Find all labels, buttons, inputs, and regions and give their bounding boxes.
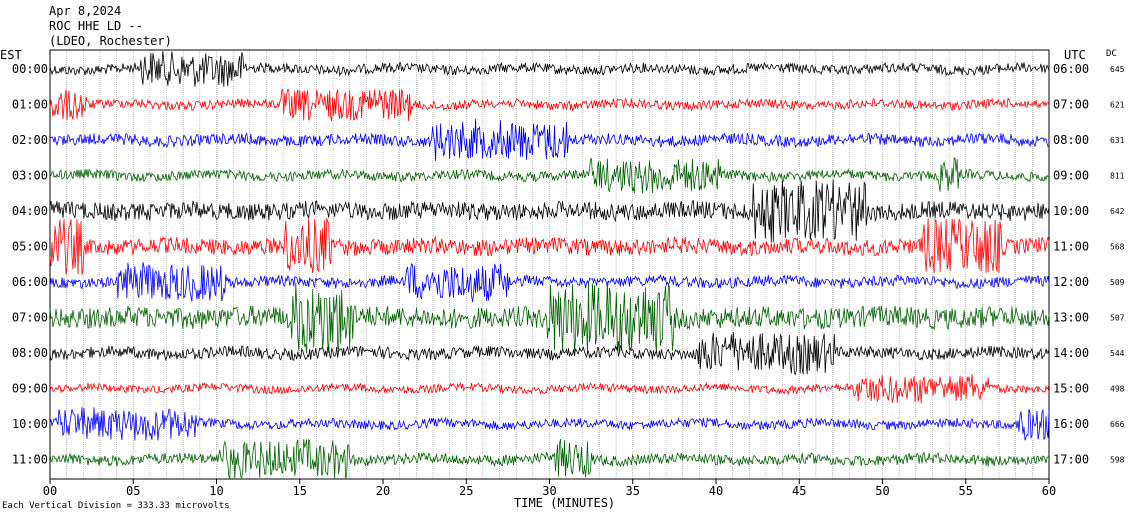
x-tick-label: 05 xyxy=(126,484,140,498)
est-row-label: 11:00 xyxy=(12,453,48,467)
x-tick-label: 30 xyxy=(542,484,556,498)
est-row-label: 06:00 xyxy=(12,275,48,289)
x-tick-label: 40 xyxy=(709,484,723,498)
utc-row-label: 07:00 xyxy=(1053,98,1089,112)
seismic-trace xyxy=(49,374,1050,404)
utc-row-label: 11:00 xyxy=(1053,240,1089,254)
est-row-label: 02:00 xyxy=(12,133,48,147)
dc-value: 598 xyxy=(1110,456,1125,465)
seismic-trace xyxy=(49,217,1050,275)
utc-row-label: 14:00 xyxy=(1053,346,1089,360)
utc-row-label: 17:00 xyxy=(1053,453,1089,467)
x-tick-label: 20 xyxy=(376,484,390,498)
dc-value: 631 xyxy=(1110,136,1125,145)
est-row-label: 05:00 xyxy=(12,240,48,254)
dc-value: 621 xyxy=(1110,101,1125,110)
dc-value: 568 xyxy=(1110,243,1125,252)
footer-scale-note: Each Vertical Division = 333.33 microvol… xyxy=(2,501,230,511)
x-tick-label: 10 xyxy=(209,484,223,498)
seismic-trace xyxy=(49,281,1050,355)
dc-value: 544 xyxy=(1110,349,1125,358)
date-label: Apr 8,2024 xyxy=(49,4,122,18)
seismic-trace xyxy=(49,179,1050,243)
est-row-label: 10:00 xyxy=(12,417,48,431)
x-tick-label: 00 xyxy=(43,484,57,498)
utc-row-label: 06:00 xyxy=(1053,62,1089,76)
utc-row-label: 08:00 xyxy=(1053,133,1089,147)
utc-row-label: 12:00 xyxy=(1053,275,1089,289)
seismic-trace xyxy=(49,88,1050,122)
seismic-trace xyxy=(49,50,1050,87)
seismic-trace xyxy=(49,118,1050,161)
est-row-label: 08:00 xyxy=(12,346,48,360)
dc-value: 642 xyxy=(1110,207,1125,216)
dc-value: 509 xyxy=(1110,278,1125,287)
utc-row-label: 13:00 xyxy=(1053,311,1089,325)
x-axis-title: TIME (MINUTES) xyxy=(514,496,616,510)
utc-row-label: 15:00 xyxy=(1053,382,1089,396)
network-label: (LDEO, Rochester) xyxy=(49,34,172,48)
seismic-trace xyxy=(49,438,1050,479)
utc-row-label: 16:00 xyxy=(1053,417,1089,431)
station-label: ROC HHE LD -- xyxy=(49,19,143,33)
est-row-label: 07:00 xyxy=(12,311,48,325)
est-row-label: 04:00 xyxy=(12,204,48,218)
x-tick-label: 15 xyxy=(293,484,307,498)
x-tick-label: 35 xyxy=(626,484,640,498)
dc-column-label: DC xyxy=(1106,49,1117,59)
x-tick-label: 55 xyxy=(959,484,973,498)
seismic-trace xyxy=(49,331,1050,376)
est-row-label: 00:00 xyxy=(12,62,48,76)
utc-axis-label: UTC xyxy=(1064,48,1086,62)
x-tick-label: 25 xyxy=(459,484,473,498)
seismic-trace xyxy=(49,407,1050,441)
utc-row-label: 09:00 xyxy=(1053,169,1089,183)
dc-value: 645 xyxy=(1110,65,1125,74)
dc-value: 498 xyxy=(1110,385,1125,394)
dc-value: 507 xyxy=(1110,314,1125,323)
dc-value: 666 xyxy=(1110,420,1125,429)
est-axis-label: EST xyxy=(0,48,22,62)
est-row-label: 01:00 xyxy=(12,98,48,112)
utc-row-label: 10:00 xyxy=(1053,204,1089,218)
est-row-label: 03:00 xyxy=(12,169,48,183)
x-tick-label: 60 xyxy=(1042,484,1056,498)
x-tick-label: 45 xyxy=(792,484,806,498)
seismic-trace xyxy=(49,262,1050,303)
est-row-label: 09:00 xyxy=(12,382,48,396)
x-tick-label: 50 xyxy=(875,484,889,498)
dc-value: 811 xyxy=(1110,172,1125,181)
seismic-trace xyxy=(49,157,1050,194)
